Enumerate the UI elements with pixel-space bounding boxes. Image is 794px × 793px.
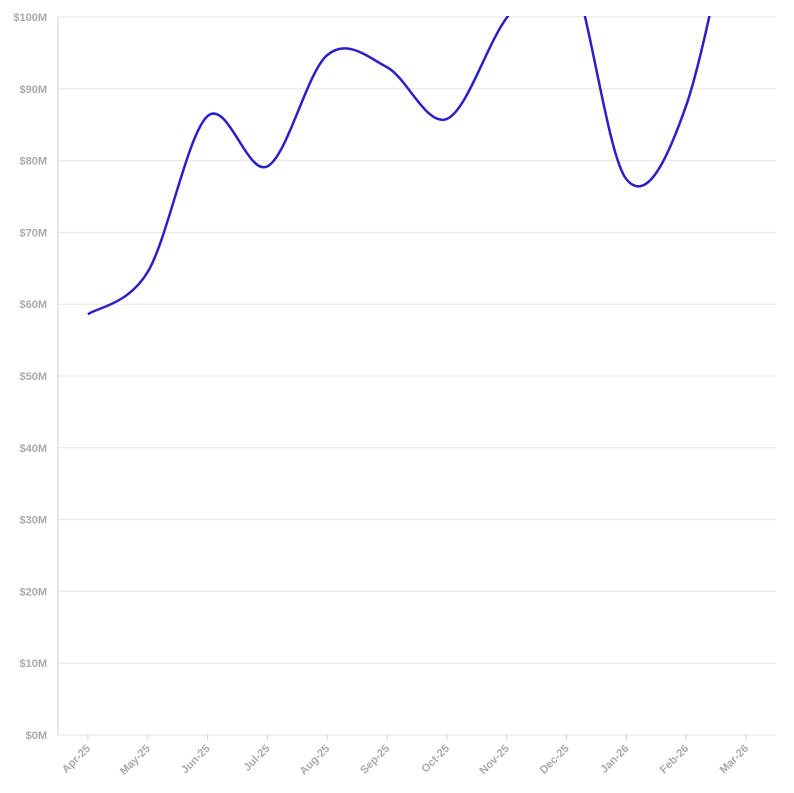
x-tick-label: Nov-25: [477, 743, 511, 777]
x-tick-label: Aug-25: [298, 743, 333, 778]
y-tick-label: $90M: [19, 84, 47, 96]
y-tick-label: $40M: [19, 443, 47, 455]
y-tick-label: $30M: [19, 515, 47, 527]
y-tick-label: $0M: [26, 730, 47, 742]
y-tick-label: $60M: [19, 299, 47, 311]
x-tick-label: Jun-25: [179, 743, 213, 777]
y-tick-label: $20M: [19, 586, 47, 598]
x-tick-label: May-25: [118, 743, 153, 778]
x-tick-label: Sep-25: [358, 743, 392, 777]
y-tick-label: $80M: [19, 156, 47, 168]
x-tick-label: Apr-25: [60, 743, 93, 776]
y-tick-label: $100M: [13, 12, 47, 24]
y-tick-label: $50M: [19, 371, 47, 383]
x-tick-label: Dec-25: [538, 743, 572, 777]
y-tick-label: $70M: [19, 227, 47, 239]
y-tick-label: $10M: [19, 658, 47, 670]
x-tick-label: Jul-25: [242, 743, 273, 774]
x-tick-label: Feb-26: [658, 743, 692, 777]
x-tick-label: Mar-26: [718, 743, 752, 777]
x-tick-label: Oct-25: [419, 743, 452, 776]
line-series: [87, 16, 711, 316]
x-tick-label: Jan-26: [598, 743, 631, 776]
